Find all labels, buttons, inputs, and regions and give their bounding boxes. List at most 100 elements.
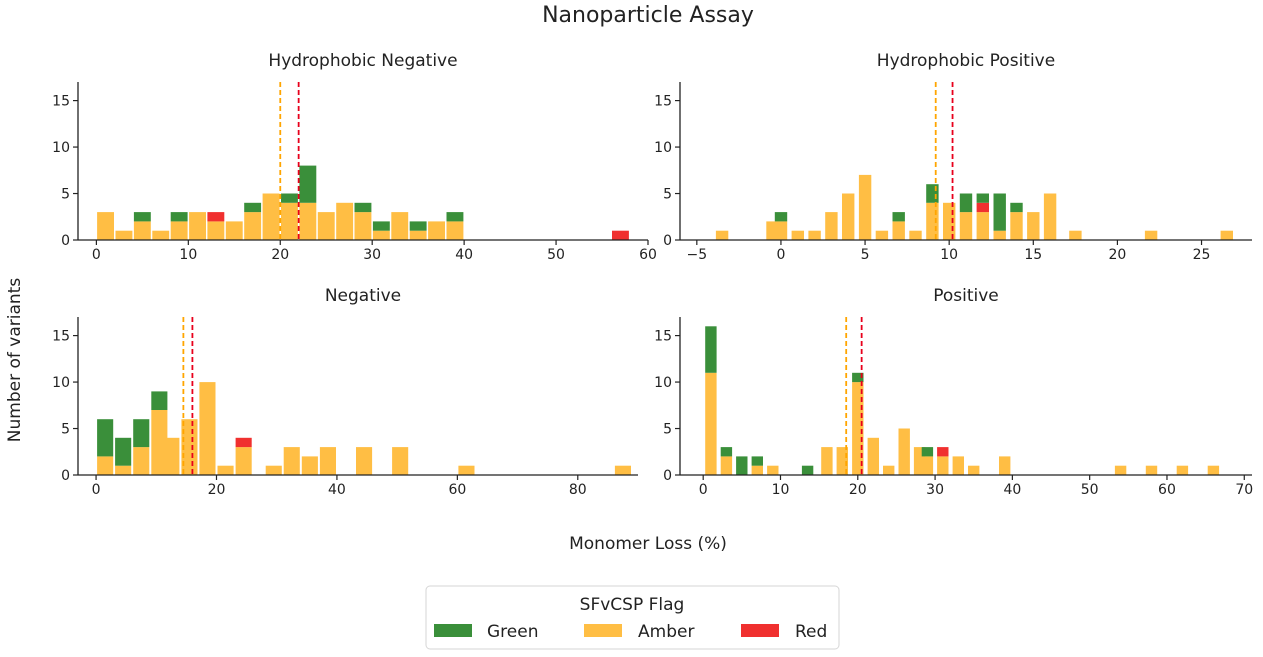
x-tick-label: 70 [1235,482,1253,498]
bar-segment-amber [152,230,170,240]
bar-segment-amber [720,456,733,475]
bar-segment-amber [842,193,855,240]
y-axis-label: Number of variants [5,278,25,443]
bar-segment-amber [751,465,763,475]
bar-segment-amber [614,465,631,475]
bar-segment-green [97,419,114,457]
bar-segment-amber [875,230,889,240]
bar-segment-green [1010,202,1023,213]
x-tick-label: 20 [849,482,867,498]
bar-segment-amber [1144,230,1158,240]
bar-segment-green [170,212,188,222]
panel-hydrophobic-negative: Hydrophobic Negative 0 10 20 30 40 50 60 0 5 10 15 [52,51,657,263]
bar-segment-amber [1145,465,1158,475]
bar-segment-amber [170,221,188,240]
y-tick-label: 5 [61,187,70,203]
x-tick-label: 30 [926,482,944,498]
bar-segment-amber [858,174,872,240]
bar-segment-amber [852,382,864,475]
bar-segment-green [299,165,317,203]
y-tick-label: 0 [61,233,70,249]
bar-segment-amber [1069,230,1082,240]
bar-segment-amber [225,221,243,240]
x-tick-label: 40 [1003,482,1021,498]
legend-swatch-red [741,624,779,637]
bar-segment-amber [163,437,180,475]
bar-segment-amber [207,221,225,240]
bar-segment-green [354,202,372,213]
legend: SFvCSP Flag Green Amber Red [425,585,840,650]
x-tick-label: 40 [328,482,346,498]
bar-segment-amber [913,447,926,475]
x-tick-label: 25 [1193,247,1211,263]
bar-segment-amber [999,456,1011,475]
y-tick-label: 5 [61,422,70,438]
bar-segment-amber [97,212,114,240]
y-tick-label: 0 [663,468,672,484]
x-tick-label: 50 [547,247,565,263]
legend-label-green: Green [487,622,538,642]
bar-segment-amber [189,212,206,240]
bar-segment-amber [715,230,729,240]
bar-segment-amber [808,230,821,240]
bar-segment-amber [391,212,409,240]
plot-area-hydrophobic-negative: 0 10 20 30 40 50 60 0 5 10 15 [52,82,657,263]
bar-segment-amber [1220,230,1233,240]
bar-segment-amber [993,230,1006,240]
x-tick-label: 20 [271,247,289,263]
bar-segment-amber [217,465,234,475]
bar-segment-amber [317,212,335,240]
x-tick-label: 10 [940,247,958,263]
bar-segment-amber [97,456,114,475]
x-tick-label: 60 [1158,482,1176,498]
bar-segment-red [612,230,629,240]
bar-segment-green [151,391,168,410]
x-tick-label: 60 [448,482,466,498]
chart-title: Nanoparticle Assay [542,3,754,28]
bar-segment-green [852,372,864,383]
plot-area-hydrophobic-positive: −5 0 5 10 15 20 25 0 5 10 15 [654,82,1252,263]
bar-segment-green [133,212,151,222]
bar-segment-green [993,193,1006,231]
plot-area-negative: 0 20 40 60 80 0 5 10 15 [52,317,638,498]
bar-segment-amber [265,465,282,475]
bar-segment-green [281,193,298,203]
y-tick-label: 5 [663,187,672,203]
bar-segment-green [921,447,934,457]
y-tick-label: 0 [61,468,70,484]
bar-segment-amber [458,465,475,475]
bar-segment-green [774,212,788,222]
bar-segment-amber [244,212,262,240]
bar-segment-amber [791,230,804,240]
bar-segment-amber [867,437,879,475]
y-tick-label: 5 [663,422,672,438]
panel-title: Hydrophobic Negative [268,51,457,71]
bar-segment-amber [909,230,922,240]
bar-segment-amber [1027,212,1040,240]
x-tick-label: 20 [1108,247,1126,263]
bar-segment-green [409,221,427,231]
legend-swatch-amber [584,624,622,637]
bar-segment-amber [937,456,949,475]
legend-label-amber: Amber [638,622,694,642]
bar-segment-red [207,212,225,222]
bar-segment-red [976,202,989,213]
bar-segment-amber [372,230,390,240]
bar-segment-amber [1176,465,1189,475]
panel-title: Positive [933,286,999,306]
y-tick-label: 10 [52,140,70,156]
legend-swatch-green [434,624,472,637]
y-tick-label: 15 [52,94,70,110]
bar-segment-amber [354,212,372,240]
bar-segment-amber [301,456,318,475]
y-tick-label: 15 [52,329,70,345]
bar-segment-amber [235,447,252,475]
bar-segment-amber [1207,465,1220,475]
bar-segment-green [446,212,464,222]
y-tick-label: 15 [654,94,672,110]
bar-segment-amber [446,221,464,240]
legend-label-red: Red [795,622,827,642]
panel-hydrophobic-positive: Hydrophobic Positive −5 0 5 10 15 20 25 0 5 10 15 [654,51,1252,263]
bar-segment-green [751,456,763,466]
